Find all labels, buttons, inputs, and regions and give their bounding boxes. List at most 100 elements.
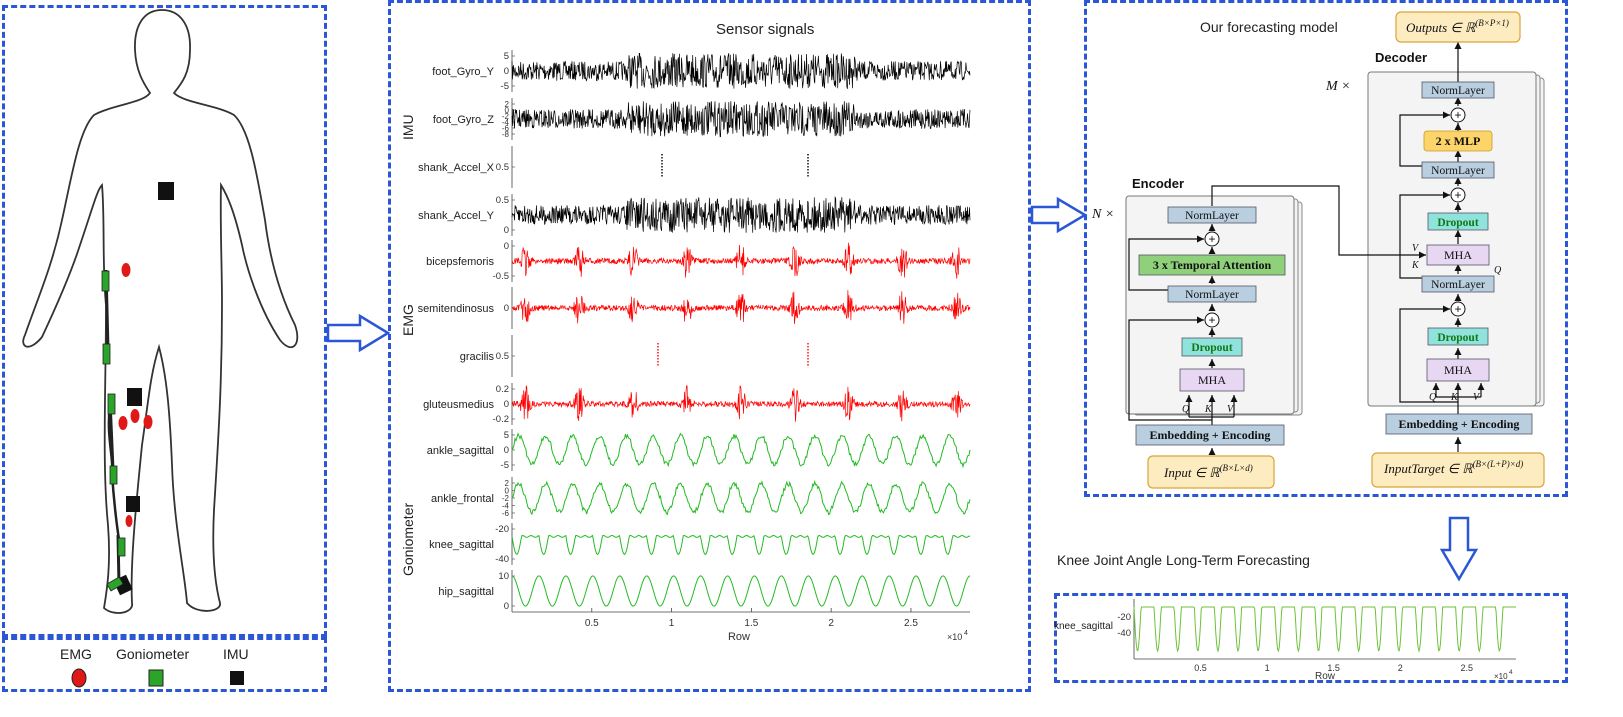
forecast-x-tick: 2.5 <box>1460 663 1473 673</box>
goniometer-sensor-3 <box>107 393 116 415</box>
model-panel <box>1084 0 1568 497</box>
dec-q-cross-label: Q <box>1494 265 1502 276</box>
forecast-panel <box>1054 593 1568 683</box>
x-tick-label: 1 <box>669 618 675 629</box>
decoder-block <box>1367 71 1537 407</box>
dec-mha-cross-label: MHA <box>1444 248 1472 262</box>
channel-tick-label: 0 <box>504 303 509 314</box>
enc-embedding-label: Embedding + Encoding <box>1150 428 1271 442</box>
enc-dropout <box>1181 337 1243 357</box>
dec-k-label: K <box>1411 260 1420 271</box>
dec-mlp-label: 2 x MLP <box>1436 134 1481 148</box>
dec-add-1 <box>1450 107 1466 123</box>
dec-mha-self <box>1426 358 1490 382</box>
goniometer-sensor-5 <box>117 537 126 557</box>
channel-tick-label: 0.5 <box>496 351 509 362</box>
forecast-plot: knee_sagittal -20 -40 0.5 1 1.5 2 2.5 Row ×10 4 <box>1054 599 1516 682</box>
arrow-right-icon <box>1030 197 1088 233</box>
sensor-panel <box>388 0 1031 692</box>
x-tick-label: 1.5 <box>744 618 758 629</box>
dec-add-3 <box>1450 301 1466 317</box>
forecast-y-tick: -40 <box>1117 628 1131 639</box>
legend-imu-label: IMU <box>223 646 249 662</box>
forecast-x-tick: 1 <box>1265 663 1270 673</box>
dec-q-label: Q <box>1429 392 1437 403</box>
goniometer-sensor-4 <box>109 465 118 485</box>
dec-mlp <box>1423 130 1493 152</box>
legend-emg-icon <box>71 668 87 688</box>
body-panel <box>2 5 327 637</box>
channel-tick-label: 2 <box>505 479 510 488</box>
channel-tick-label: 0 <box>505 487 510 496</box>
imu-sensor-shank <box>126 496 140 512</box>
arrow-right-icon <box>326 313 391 353</box>
encoder-title: Encoder <box>1132 176 1184 191</box>
body-figure <box>22 9 299 614</box>
x-tick-label: 0.5 <box>585 618 599 629</box>
legend-icons <box>71 668 244 688</box>
forecast-x-multiplier: ×10 <box>1494 672 1508 681</box>
channel-label: gluteusmedius <box>423 399 494 411</box>
emg-sensor-5 <box>125 515 133 527</box>
dec-embedding-label: Embedding + Encoding <box>1399 417 1520 431</box>
enc-mha <box>1179 368 1245 392</box>
channel-label: semitendinosus <box>418 303 495 315</box>
enc-add-top <box>1204 231 1220 247</box>
channel-tick-label: -4 <box>502 502 510 511</box>
signal-trace-foot_Gyro_Y <box>511 52 971 90</box>
legend-goniometer-icon <box>148 669 164 687</box>
channel-label: ankle_frontal <box>431 493 494 505</box>
goniometer-sensor-1 <box>101 270 110 292</box>
forecast-trace <box>1133 606 1516 653</box>
channel-tick-label: 5 <box>504 51 509 62</box>
dec-v-self-label: V <box>1473 392 1481 403</box>
signal-trace-bicepsfemoris <box>511 242 971 279</box>
emg-sensor-1 <box>121 263 131 277</box>
enc-q-label: Q <box>1182 404 1190 415</box>
enc-normlayer-mid-label: NormLayer <box>1185 289 1239 301</box>
dec-v-label: V <box>1412 243 1420 254</box>
forecast-x-tick: 2 <box>1398 663 1403 673</box>
channel-tick-label: -8 <box>502 130 510 139</box>
channel-tick-label: -6 <box>502 509 510 518</box>
decoder-title: Decoder <box>1375 50 1427 65</box>
channel-tick-label: -20 <box>495 524 509 535</box>
enc-temporal-attention-label: 3 x Temporal Attention <box>1153 258 1272 272</box>
channel-label: shank_Accel_X <box>418 162 494 174</box>
dec-normlayer-3 <box>1421 275 1495 293</box>
channel-tick-label: -4 <box>502 118 510 127</box>
dec-outputs <box>1395 11 1521 43</box>
sensor-title: Sensor signals <box>716 21 815 38</box>
enc-add-top-label: + <box>1208 232 1215 246</box>
channel-tick-label: 0 <box>504 601 509 612</box>
legend-goniometer-label: Goniometer <box>116 646 190 662</box>
channel-tick-label: -2 <box>502 112 510 121</box>
channel-tick-label: 0 <box>504 445 509 456</box>
channel-tick-label: 10 <box>498 571 509 582</box>
enc-input-label: Input ∈ ℝ(B×L×d) <box>1163 463 1253 480</box>
forecast-y-tick: -20 <box>1117 612 1131 623</box>
human-silhouette <box>22 9 299 614</box>
channel-tick-label: -0.2 <box>493 414 509 425</box>
dec-normlayer-2 <box>1421 161 1495 179</box>
dec-add-3-label: + <box>1454 302 1461 316</box>
dec-normlayer-2-label: NormLayer <box>1431 165 1485 177</box>
channel-tick-label: 0 <box>504 241 509 252</box>
channel-tick-label: -0.5 <box>493 271 509 282</box>
signal-trace-ankle_sagittal <box>511 432 971 469</box>
dec-dropout-bottom <box>1427 327 1489 346</box>
channel-tick-label: 0.5 <box>496 162 509 173</box>
enc-mha-label: MHA <box>1198 373 1226 387</box>
x-axis-label: Row <box>728 631 750 643</box>
dec-k-self-label: K <box>1450 392 1459 403</box>
forecast-x-tick: 0.5 <box>1194 663 1207 673</box>
m-times-label: M × <box>1325 79 1351 94</box>
channel-tick-label: -40 <box>495 554 509 565</box>
x-tick-label: 2.5 <box>904 618 918 629</box>
model-diagram: Our forecasting model Encoder N × Decode… <box>1091 11 1545 489</box>
channel-tick-label: 0 <box>505 106 510 115</box>
channel-tick-label: 0 <box>504 66 509 77</box>
dec-mha-self-label: MHA <box>1444 363 1472 377</box>
signal-trace-knee_sagittal <box>511 534 971 556</box>
signal-trace-gluteusmedius <box>511 385 971 422</box>
